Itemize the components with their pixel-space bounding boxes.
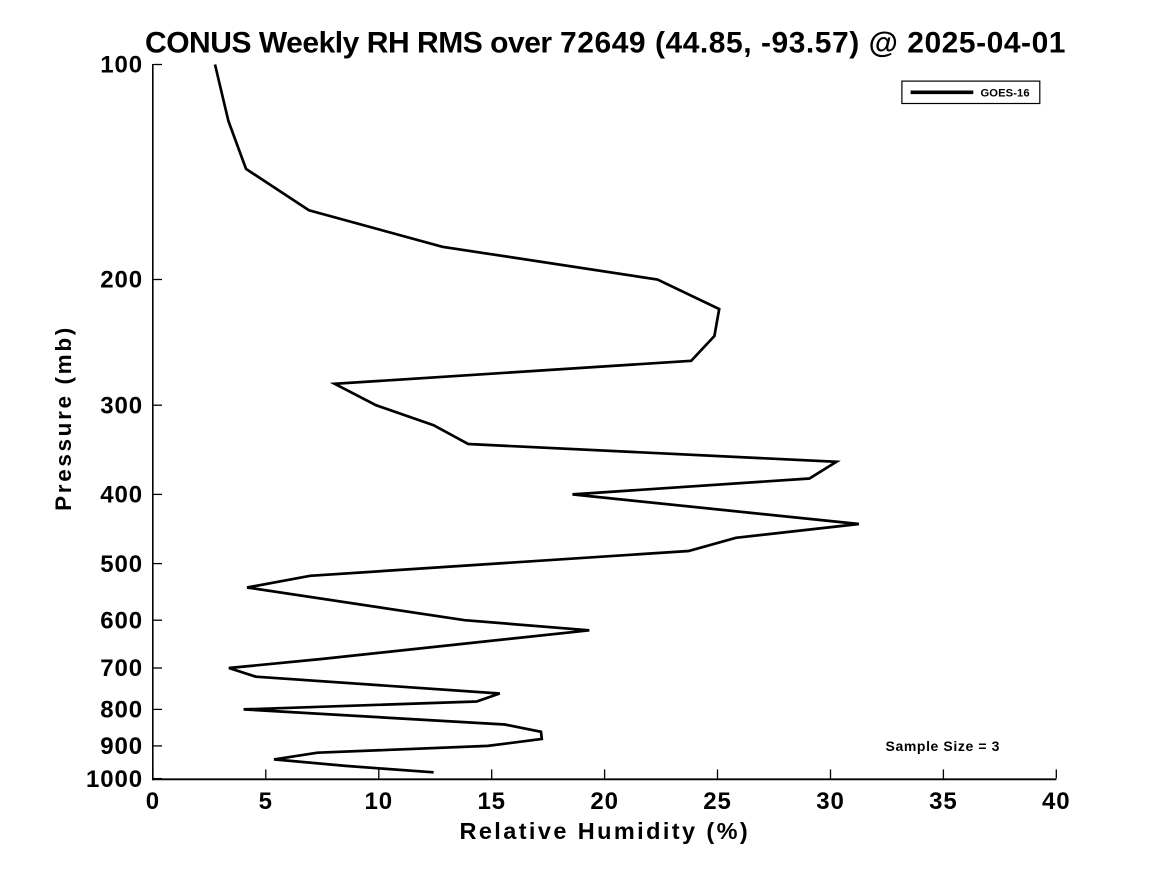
svg-text:72649 (44.85, -93.57) @ 2025-0: 72649 (44.85, -93.57) @ 2025-04-01 xyxy=(560,26,1066,59)
svg-text:100: 100 xyxy=(100,52,143,79)
svg-text:0: 0 xyxy=(146,788,160,815)
svg-text:GOES-16: GOES-16 xyxy=(981,87,1030,99)
svg-text:Sample Size = 3: Sample Size = 3 xyxy=(886,738,1000,754)
svg-text:600: 600 xyxy=(100,607,143,634)
svg-text:300: 300 xyxy=(100,392,143,419)
svg-text:200: 200 xyxy=(100,267,143,294)
svg-text:35: 35 xyxy=(929,788,958,815)
svg-text:Pressure (mb): Pressure (mb) xyxy=(51,325,76,511)
svg-text:800: 800 xyxy=(100,697,143,724)
svg-text:900: 900 xyxy=(100,733,143,760)
svg-text:20: 20 xyxy=(590,788,619,815)
svg-text:500: 500 xyxy=(100,551,143,578)
svg-text:25: 25 xyxy=(703,788,732,815)
svg-text:10: 10 xyxy=(365,788,394,815)
svg-text:5: 5 xyxy=(259,788,273,815)
svg-text:700: 700 xyxy=(100,655,143,682)
svg-text:40: 40 xyxy=(1042,788,1071,815)
svg-text:1000: 1000 xyxy=(86,766,143,793)
svg-text:15: 15 xyxy=(477,788,506,815)
svg-text:CONUS Weekly RH RMS over: CONUS Weekly RH RMS over xyxy=(145,26,552,59)
svg-text:30: 30 xyxy=(816,788,845,815)
svg-text:Relative Humidity (%): Relative Humidity (%) xyxy=(459,818,750,844)
svg-text:400: 400 xyxy=(100,482,143,509)
